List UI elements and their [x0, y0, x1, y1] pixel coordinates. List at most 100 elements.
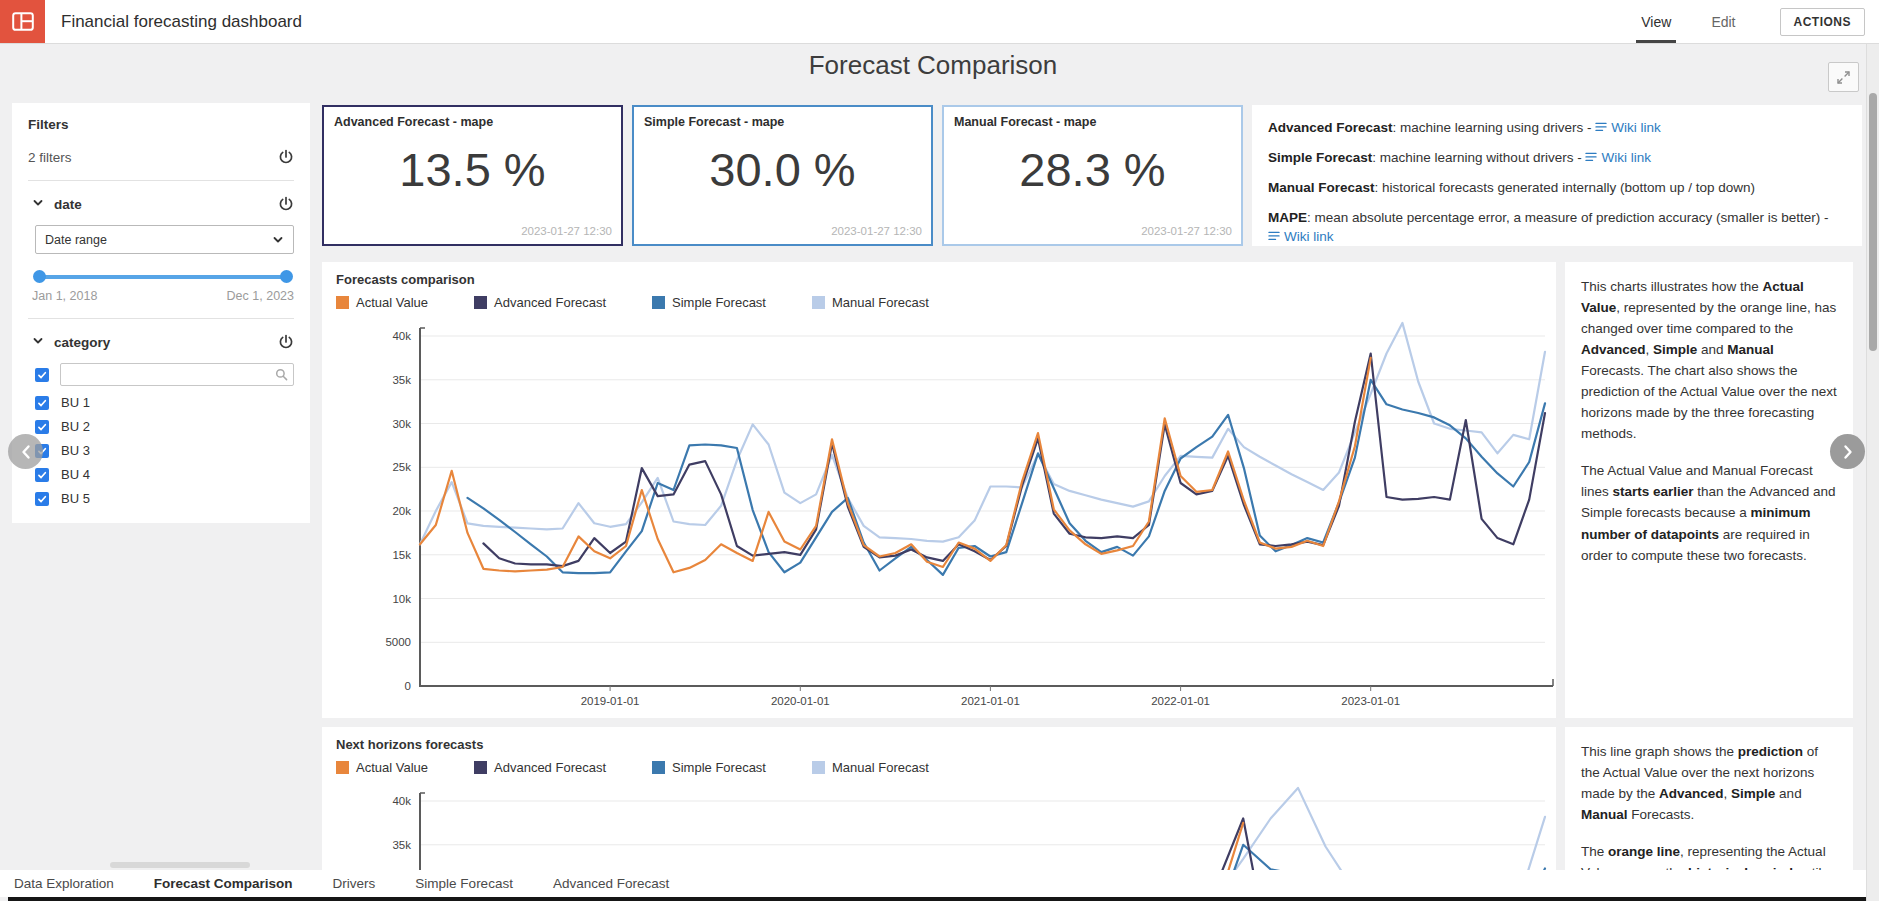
vertical-scrollbar-track[interactable] [1866, 43, 1879, 901]
svg-text:2021-01-01: 2021-01-01 [961, 695, 1020, 707]
svg-text:2020-01-01: 2020-01-01 [771, 695, 830, 707]
chart-plot-area[interactable]: 0500010k15k20k25k30k35k40k2019-01-012020… [322, 318, 1556, 717]
legend-item-advanced-forecast[interactable]: Advanced Forecast [474, 295, 606, 310]
definition-line: MAPE: mean absolute percentage error, a … [1268, 208, 1846, 246]
chart-legend: Actual Value Advanced Forecast Simple Fore… [336, 295, 929, 310]
legend-item-advanced-forecast[interactable]: Advanced Forecast [474, 760, 606, 775]
line-manual-forecast [420, 788, 1545, 870]
wiki-link[interactable]: Wiki link [1585, 150, 1651, 165]
description-text: This charts illustrates how the Actual V… [1565, 262, 1853, 596]
legend-item-manual-forecast[interactable]: Manual Forecast [812, 295, 929, 310]
checkbox-checked[interactable] [35, 396, 49, 410]
tab-advanced-forecast[interactable]: Advanced Forecast [553, 876, 669, 891]
wiki-link[interactable]: Wiki link [1595, 120, 1661, 135]
kpi-value: 13.5 % [324, 142, 621, 197]
tab-simple-forecast[interactable]: Simple Forecast [415, 876, 513, 891]
check-icon [37, 398, 47, 408]
category-filter-power-button[interactable] [278, 334, 294, 350]
actions-button[interactable]: ACTIONS [1780, 8, 1866, 36]
chevron-down-icon[interactable] [32, 197, 44, 212]
dashboard-logo-icon [12, 12, 34, 31]
header-nav-view[interactable]: View [1621, 0, 1691, 43]
header-nav: ViewEdit [1621, 0, 1755, 43]
definition-line: Manual Forecast: historical forecasts ge… [1268, 178, 1846, 197]
legend-item-manual-forecast[interactable]: Manual Forecast [812, 760, 929, 775]
slider-handle-end[interactable] [280, 270, 293, 283]
legend-item-actual-value[interactable]: Actual Value [336, 295, 428, 310]
date-filter-power-button[interactable] [278, 196, 294, 212]
fullscreen-toggle-button[interactable] [1828, 62, 1859, 92]
checkbox-checked[interactable] [35, 420, 49, 434]
date-range-slider[interactable] [36, 275, 290, 279]
wiki-link[interactable]: Wiki link [1268, 229, 1334, 244]
category-option-bu-3[interactable]: BU 3 [35, 443, 294, 458]
chart-title: Forecasts comparison [336, 272, 475, 287]
divider [28, 318, 294, 319]
svg-text:2023-01-01: 2023-01-01 [1341, 695, 1400, 707]
category-search-input[interactable] [60, 363, 294, 386]
legend-label: Simple Forecast [672, 295, 766, 310]
chevron-left-icon [20, 444, 32, 460]
kpi-timestamp: 2023-01-27 12:30 [1141, 225, 1232, 237]
next-slide-button[interactable] [1830, 434, 1865, 469]
chevron-down-icon[interactable] [32, 335, 44, 350]
kpi-value: 28.3 % [944, 142, 1241, 197]
paragraph: This charts illustrates how the Actual V… [1581, 276, 1837, 444]
checkbox-checked[interactable] [35, 468, 49, 482]
tab-forecast-comparison[interactable]: Forecast Comparison [154, 876, 293, 891]
wiki-icon [1268, 230, 1280, 242]
forecast-definitions-panel: Advanced Forecast: machine learning usin… [1252, 105, 1862, 246]
legend-label: Simple Forecast [672, 760, 766, 775]
tab-drivers[interactable]: Drivers [333, 876, 376, 891]
slider-handle-start[interactable] [33, 270, 46, 283]
legend-item-simple-forecast[interactable]: Simple Forecast [652, 760, 766, 775]
date-filter-section: date Date range Jan 1, 2018 [28, 196, 294, 303]
legend-swatch [652, 296, 665, 309]
filters-power-button[interactable] [278, 149, 294, 165]
legend-swatch [812, 296, 825, 309]
line-chart: 0500010k15k20k25k30k35k40k2021-01-012022… [322, 783, 1556, 870]
chart-legend: Actual Value Advanced Forecast Simple Fore… [336, 760, 929, 775]
category-option-bu-5[interactable]: BU 5 [35, 491, 294, 506]
app-logo[interactable] [0, 0, 45, 43]
previous-slide-button[interactable] [8, 434, 43, 469]
select-all-checkbox-checked[interactable] [35, 368, 49, 382]
vertical-scrollbar-thumb[interactable] [1869, 93, 1877, 351]
category-filter-section: category BU 1B [28, 334, 294, 506]
power-icon [278, 196, 294, 212]
legend-swatch [336, 296, 349, 309]
svg-text:2019-01-01: 2019-01-01 [581, 695, 640, 707]
category-option-bu-2[interactable]: BU 2 [35, 419, 294, 434]
next-horizons-chart-tile: Next horizons forecasts Actual Value Adva… [322, 727, 1556, 870]
description-text: This line graph shows the prediction of … [1565, 727, 1853, 870]
divider [28, 180, 294, 181]
svg-text:25k: 25k [392, 461, 411, 473]
check-icon [37, 422, 47, 432]
chart-title: Next horizons forecasts [336, 737, 483, 752]
legend-label: Actual Value [356, 760, 428, 775]
power-icon [278, 334, 294, 350]
app-title: Financial forecasting dashboard [61, 12, 302, 32]
bold-text: minimum number of datapoints [1581, 505, 1811, 541]
checkbox-checked[interactable] [35, 492, 49, 506]
category-option-bu-4[interactable]: BU 4 [35, 467, 294, 482]
legend-item-simple-forecast[interactable]: Simple Forecast [652, 295, 766, 310]
kpi-card-advanced-forecast-mape: Advanced Forecast - mape13.5 %2023-01-27… [322, 105, 623, 246]
svg-text:30k: 30k [392, 418, 411, 430]
legend-item-actual-value[interactable]: Actual Value [336, 760, 428, 775]
tab-strip-scroll-indicator[interactable] [110, 862, 250, 868]
check-icon [37, 494, 47, 504]
date-range-select[interactable]: Date range [35, 225, 294, 254]
bold-text: Advanced [1659, 786, 1724, 801]
category-option-bu-1[interactable]: BU 1 [35, 395, 294, 410]
legend-swatch [474, 296, 487, 309]
header-nav-edit[interactable]: Edit [1691, 0, 1755, 43]
chart-plot-area[interactable]: 0500010k15k20k25k30k35k40k2021-01-012022… [322, 783, 1556, 870]
tab-data-exploration[interactable]: Data Exploration [14, 876, 114, 891]
slide-tab-bar: Data Exploration Forecast Comparison Drive… [0, 870, 1879, 897]
bold-text: Simple [1731, 786, 1775, 801]
svg-text:20k: 20k [392, 505, 411, 517]
bold-text: starts earlier [1613, 484, 1694, 499]
legend-label: Manual Forecast [832, 295, 929, 310]
date-range-end-label: Dec 1, 2023 [227, 289, 294, 303]
